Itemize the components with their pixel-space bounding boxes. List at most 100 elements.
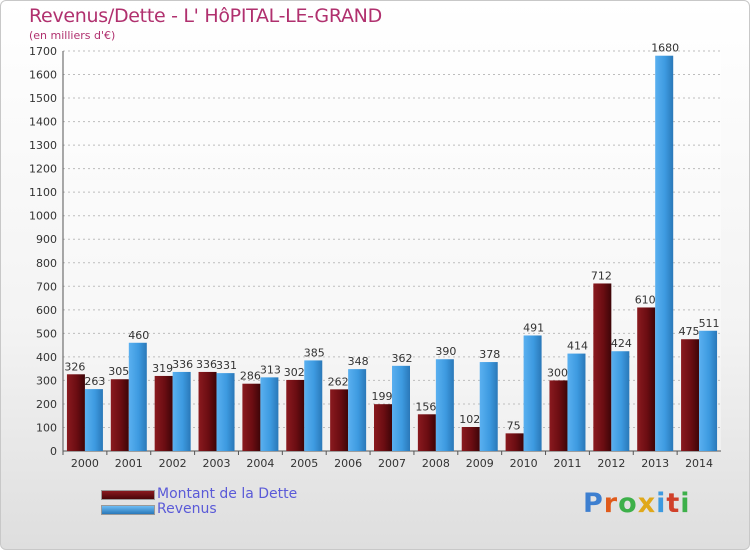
logo-letter: r [603,488,619,519]
y-tick-label: 600 [36,304,57,317]
x-tick-label: 2006 [334,457,362,470]
revenus-value-label: 336 [172,358,193,371]
debt-bar [461,427,480,451]
revenus-value-label: 313 [260,363,281,376]
debt-value-label: 156 [415,400,436,413]
x-tick-label: 2002 [159,457,187,470]
logo-letter: o [618,488,638,519]
revenus-bar [172,371,191,451]
x-tick-label: 2012 [597,457,625,470]
revenus-value-label: 263 [84,375,105,388]
revenus-value-label: 491 [523,321,544,334]
debt-value-label: 319 [152,362,173,375]
y-tick-label: 1100 [29,186,57,199]
debt-bar [110,379,129,451]
y-tick-label: 100 [36,421,57,434]
x-tick-label: 2001 [115,457,143,470]
y-tick-label: 1000 [29,210,57,223]
revenus-bar [304,360,323,451]
debt-value-label: 102 [459,413,480,426]
legend-swatch-debt [101,490,155,500]
debt-value-label: 199 [372,390,393,403]
debt-bar [154,375,173,451]
y-tick-label: 500 [36,327,57,340]
revenus-value-label: 511 [699,317,720,330]
legend-label-debt: Montant de la Dette [157,486,298,502]
revenus-bar [348,369,367,451]
y-tick-label: 400 [36,351,57,364]
debt-bar [681,339,700,451]
debt-value-label: 305 [108,365,129,378]
x-tick-label: 2003 [203,457,231,470]
x-tick-label: 2009 [466,457,494,470]
debt-bar [374,404,392,451]
y-tick-label: 0 [50,445,57,458]
y-tick-label: 1600 [29,69,57,82]
debt-bar [549,380,568,451]
y-tick-label: 1200 [29,163,57,176]
debt-bar [198,371,217,451]
legend-swatch-revenus [101,505,155,515]
bar-chart: 0 100 200 300 400 500 600 700 800 900 1000 1100 1200… [29,42,721,470]
debt-value-label: 610 [635,293,656,306]
debt-bar [330,389,349,451]
bar-layer [66,55,718,452]
debt-value-label: 712 [591,269,612,282]
revenus-value-label: 1680 [651,42,679,55]
debt-bar [505,433,524,451]
x-tick-label: 2007 [378,457,406,470]
logo-letter: i [680,488,691,519]
x-tick-label: 2008 [422,457,450,470]
legend-item-revenus: Revenus [101,501,401,517]
revenus-bar [479,362,498,451]
y-tick-label: 700 [36,280,57,293]
debt-bar [66,374,85,451]
debt-value-label: 262 [328,375,349,388]
debt-bar [242,383,261,451]
x-tick-label: 2005 [290,457,318,470]
x-tick-label: 2004 [246,457,274,470]
debt-bar [637,307,656,451]
chart-subtitle: (en milliers d'€) [29,29,116,42]
x-tick-label: 2011 [553,457,581,470]
revenus-bar [611,351,630,451]
chart-title: Revenus/Dette - L' HôPITAL-LE-GRAND [29,5,382,27]
revenus-bar [567,353,586,451]
revenus-value-label: 348 [348,355,369,368]
revenus-bar [84,389,103,451]
debt-value-label: 286 [240,370,261,383]
debt-value-label: 75 [507,419,521,432]
logo-letter: x [637,488,657,519]
x-tick-label: 2013 [641,457,669,470]
revenus-bar [128,342,147,451]
y-tick-label: 800 [36,257,57,270]
revenus-bar [655,55,674,452]
y-tick-label: 300 [36,374,57,387]
revenus-value-label: 424 [611,337,632,350]
debt-bar [417,414,436,451]
x-tick-label: 2014 [685,457,713,470]
logo-letter: P [583,488,604,519]
logo-letter: t [666,488,681,519]
revenus-bar [699,330,718,451]
legend-label-revenus: Revenus [157,501,217,517]
proxiti-logo: Proxiti [583,488,691,519]
y-tick-label: 200 [36,398,57,411]
axis-layer: 0 100 200 300 400 500 600 700 800 900 1000 1100 1200… [29,45,721,470]
y-tick-label: 1500 [29,92,57,105]
revenus-value-label: 414 [567,340,588,353]
debt-value-label: 336 [196,358,217,371]
revenus-value-label: 331 [216,359,237,372]
revenus-value-label: 390 [435,345,456,358]
revenus-value-label: 362 [392,352,413,365]
debt-bar [593,283,612,451]
revenus-bar [523,335,542,451]
legend-item-debt: Montant de la Dette [101,486,401,502]
y-tick-label: 900 [36,233,57,246]
debt-value-label: 302 [284,366,305,379]
x-tick-label: 2000 [71,457,99,470]
revenus-bar [260,377,279,451]
x-tick-label: 2010 [510,457,538,470]
